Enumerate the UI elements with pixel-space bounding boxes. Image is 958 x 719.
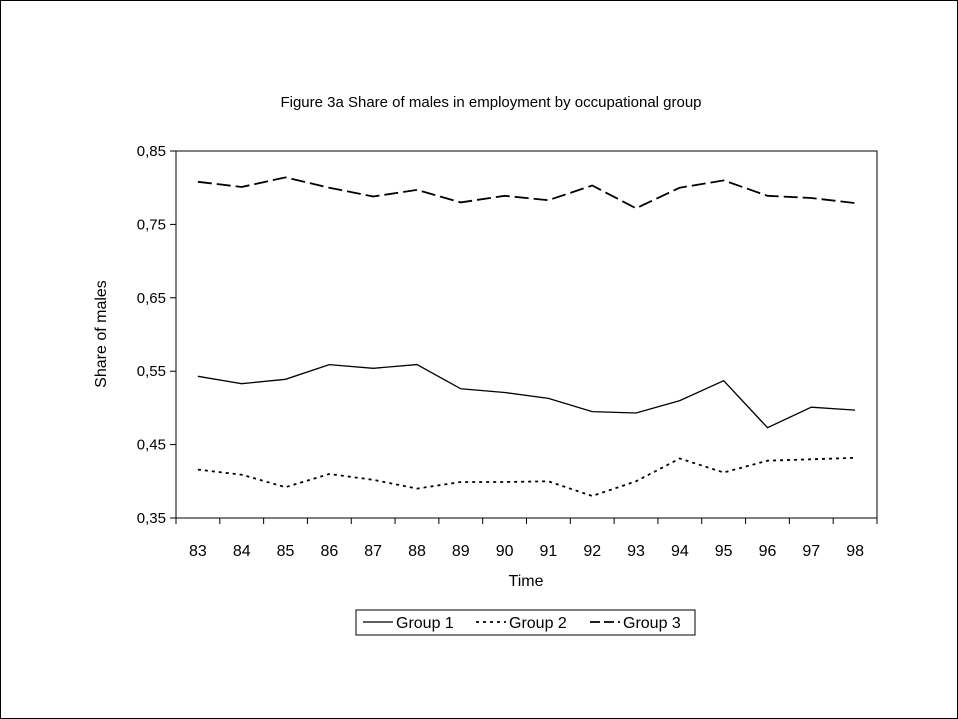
x-tick-label: 97	[802, 543, 820, 560]
x-axis: 83 84 85 86 87 88 89 90 91 92 93 94 95 96 97 98	[175, 518, 878, 560]
y-tick-label: 0,35	[137, 510, 166, 527]
x-tick-label: 98	[846, 543, 864, 560]
series-lines	[197, 176, 856, 497]
x-tick-label: 86	[320, 543, 338, 560]
y-tick-label: 0,55	[137, 363, 166, 380]
x-tick-label: 91	[540, 543, 558, 560]
plot-area	[175, 150, 878, 519]
series-line-group-1	[197, 363, 856, 429]
x-tick-label: 94	[671, 543, 689, 560]
x-tick-label: 83	[189, 543, 207, 560]
y-tick-label: 0,45	[137, 437, 166, 454]
x-tick-label: 84	[233, 543, 251, 560]
legend-box	[355, 609, 696, 636]
x-tick-label: 89	[452, 543, 470, 560]
y-tick-label: 0,85	[137, 143, 166, 160]
x-axis-label: Time	[509, 573, 544, 590]
legend: Group 1 Group 2 Group 3	[355, 609, 696, 636]
x-tick-label: 95	[715, 543, 733, 560]
x-tick-label: 85	[277, 543, 295, 560]
legend-label-group-1: Group 1	[396, 615, 454, 632]
y-axis-label: Share of males	[93, 280, 110, 388]
y-axis: 0,35 0,45 0,55 0,65 0,75 0,85	[137, 143, 176, 527]
x-tick-label: 96	[759, 543, 777, 560]
x-tick-label: 87	[364, 543, 382, 560]
y-tick-label: 0,75	[137, 216, 166, 233]
chart-title: Figure 3a Share of males in employment b…	[280, 94, 701, 111]
x-tick-label: 88	[408, 543, 426, 560]
y-tick-label: 0,65	[137, 290, 166, 307]
x-tick-label: 93	[627, 543, 645, 560]
x-tick-label: 92	[583, 543, 601, 560]
series-line-group-3	[197, 176, 856, 210]
x-tick-label: 90	[496, 543, 514, 560]
series-line-group-2	[197, 456, 856, 497]
legend-label-group-2: Group 2	[509, 615, 567, 632]
legend-label-group-3: Group 3	[623, 615, 681, 632]
